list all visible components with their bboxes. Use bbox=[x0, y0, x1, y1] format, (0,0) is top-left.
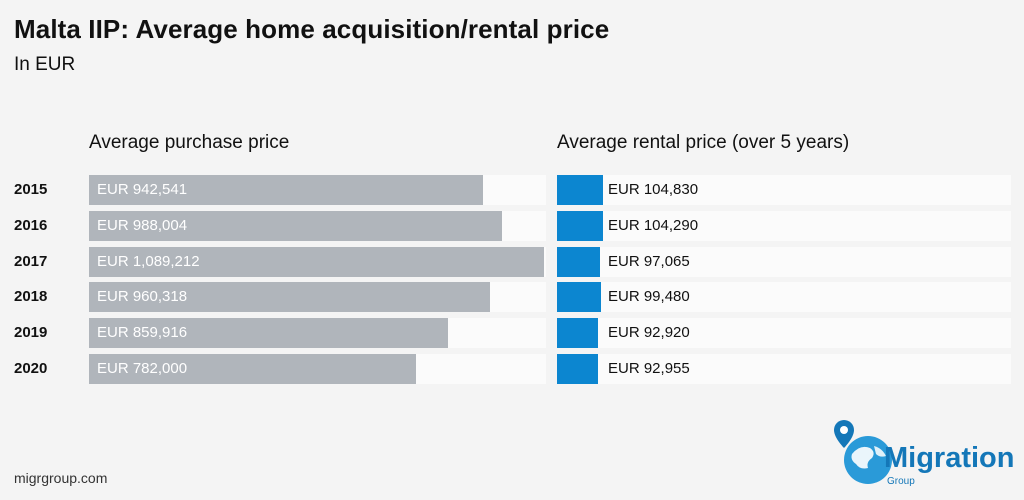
purchase-value-label: EUR 942,541 bbox=[97, 181, 188, 198]
rental-track: EUR 92,955 bbox=[557, 354, 1011, 384]
purchase-track: EUR 960,318 bbox=[89, 282, 546, 312]
rental-value-label: EUR 104,290 bbox=[608, 217, 699, 234]
rental-bar bbox=[557, 318, 598, 348]
rental-bar bbox=[557, 247, 600, 277]
year-label: 2020 bbox=[14, 360, 48, 377]
migration-group-logo: Migration Group bbox=[832, 420, 1017, 492]
year-label: 2019 bbox=[14, 324, 48, 341]
purchase-column-header: Average purchase price bbox=[89, 132, 290, 153]
rental-column-header: Average rental price (over 5 years) bbox=[557, 132, 850, 153]
page-title: Malta IIP: Average home acquisition/rent… bbox=[14, 14, 610, 44]
rental-track: EUR 104,290 bbox=[557, 211, 1011, 241]
rental-track: EUR 104,830 bbox=[557, 175, 1011, 205]
year-label: 2015 bbox=[14, 181, 48, 198]
purchase-bar: EUR 1,089,212 bbox=[89, 247, 544, 277]
rental-value-label: EUR 99,480 bbox=[608, 288, 690, 305]
source-text: migrgroup.com bbox=[14, 470, 108, 486]
year-label: 2017 bbox=[14, 253, 48, 270]
year-label: 2016 bbox=[14, 217, 48, 234]
purchase-bar: EUR 942,541 bbox=[89, 175, 483, 205]
globe-pin-icon bbox=[834, 420, 892, 484]
purchase-bar: EUR 988,004 bbox=[89, 211, 502, 241]
rental-value-label: EUR 92,920 bbox=[608, 324, 690, 341]
purchase-value-label: EUR 960,318 bbox=[97, 288, 188, 305]
purchase-value-label: EUR 988,004 bbox=[97, 217, 188, 234]
rental-value-label: EUR 92,955 bbox=[608, 360, 690, 377]
purchase-bar: EUR 859,916 bbox=[89, 318, 448, 348]
logo-wordmark: Migration bbox=[884, 442, 1015, 474]
purchase-track: EUR 942,541 bbox=[89, 175, 546, 205]
year-label: 2018 bbox=[14, 288, 48, 305]
purchase-track: EUR 988,004 bbox=[89, 211, 546, 241]
purchase-track: EUR 782,000 bbox=[89, 354, 546, 384]
purchase-track: EUR 1,089,212 bbox=[89, 247, 546, 277]
rental-value-label: EUR 104,830 bbox=[608, 181, 699, 198]
rental-track: EUR 92,920 bbox=[557, 318, 1011, 348]
rental-bar bbox=[557, 211, 603, 241]
rental-bar bbox=[557, 354, 598, 384]
purchase-track: EUR 859,916 bbox=[89, 318, 546, 348]
rental-track: EUR 99,480 bbox=[557, 282, 1011, 312]
purchase-value-label: EUR 1,089,212 bbox=[97, 253, 200, 270]
purchase-bar: EUR 960,318 bbox=[89, 282, 490, 312]
purchase-value-label: EUR 782,000 bbox=[97, 360, 188, 377]
rental-track: EUR 97,065 bbox=[557, 247, 1011, 277]
rental-bar bbox=[557, 175, 603, 205]
purchase-value-label: EUR 859,916 bbox=[97, 324, 188, 341]
page-subtitle: In EUR bbox=[14, 54, 76, 75]
purchase-bar: EUR 782,000 bbox=[89, 354, 416, 384]
logo-subtext: Group bbox=[887, 476, 915, 487]
rental-bar bbox=[557, 282, 601, 312]
rental-value-label: EUR 97,065 bbox=[608, 253, 690, 270]
